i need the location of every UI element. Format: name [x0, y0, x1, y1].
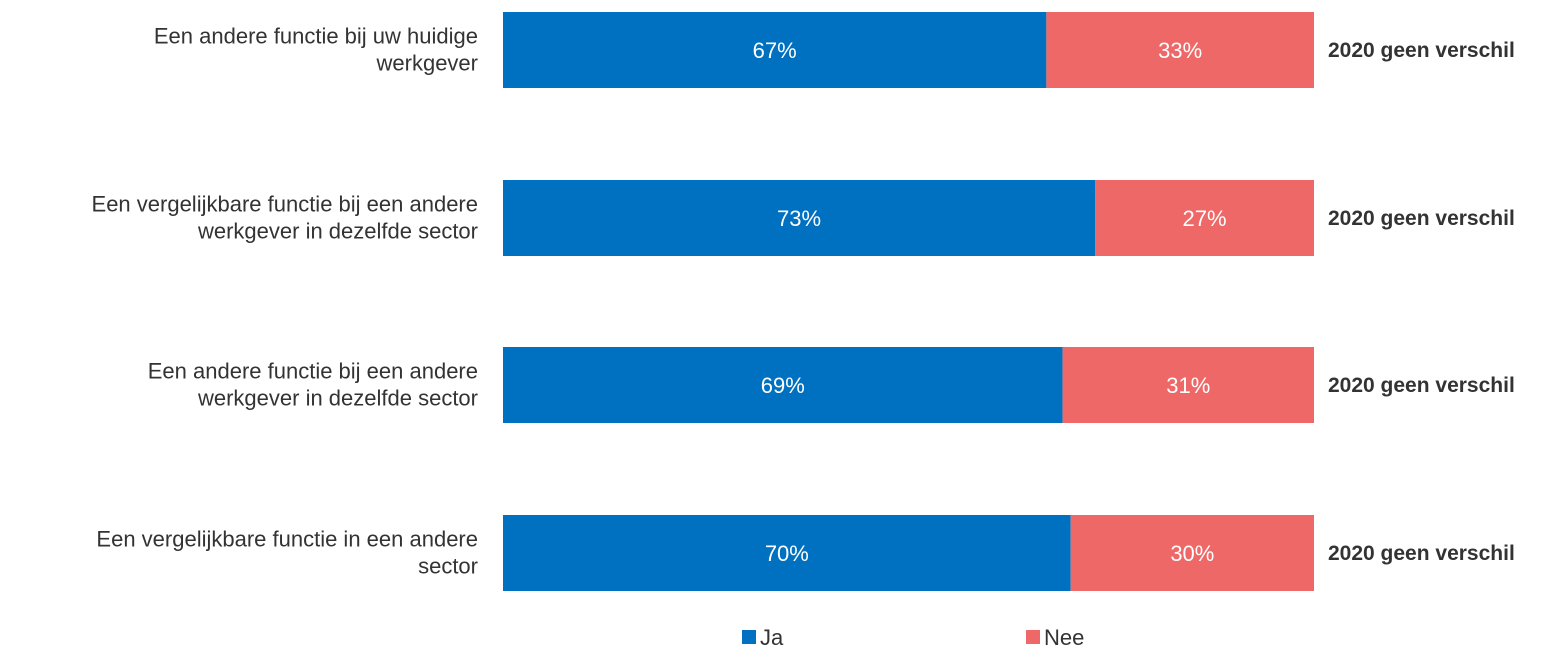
bar-segment-ja — [503, 515, 1071, 591]
bar-segment-ja — [503, 12, 1047, 88]
bar-segment-nee — [1070, 515, 1314, 591]
category-label-line: Een andere functie bij uw huidige — [154, 24, 478, 49]
annotations: 2020 geen verschil 2020 geen verschil 2020… — [1328, 39, 1515, 565]
category-labels: Een andere functie bij uw huidige werkgev… — [92, 24, 478, 579]
bar-segment-nee — [1095, 180, 1314, 256]
data-label: 33% — [1158, 38, 1202, 63]
category-label: Een andere functie bij een andere werkgev… — [148, 359, 478, 411]
category-label-line: werkgever in dezelfde sector — [197, 386, 478, 411]
category-label-line: sector — [418, 554, 478, 579]
annotation-label: 2020 geen verschil — [1328, 542, 1515, 565]
category-label-line: Een vergelijkbare functie in een andere — [96, 527, 478, 552]
legend: Ja Nee — [742, 625, 1084, 650]
bar-segment-ja — [503, 180, 1096, 256]
category-label-line: Een vergelijkbare functie bij een andere — [92, 192, 478, 217]
data-label: 67% — [753, 38, 797, 63]
category-label: Een vergelijkbare functie bij een andere… — [92, 192, 478, 244]
legend-swatch-ja — [742, 630, 756, 644]
bar-segment-nee — [1062, 347, 1314, 423]
bar-segment-nee — [1046, 12, 1314, 88]
data-label: 31% — [1166, 373, 1210, 398]
data-label: 27% — [1182, 206, 1226, 231]
category-label-line: werkgever — [376, 51, 478, 76]
annotation-label: 2020 geen verschil — [1328, 207, 1515, 230]
data-label: 73% — [777, 206, 821, 231]
category-label: Een vergelijkbare functie in een andere s… — [96, 527, 478, 579]
data-label: 30% — [1170, 541, 1214, 566]
data-label: 70% — [765, 541, 809, 566]
category-label-line: werkgever in dezelfde sector — [197, 219, 478, 244]
data-labels: 67% 33% 73% 27% 69% 31% 70% 30% — [753, 38, 1227, 566]
legend-swatch-nee — [1026, 630, 1040, 644]
legend-label-nee: Nee — [1044, 625, 1084, 650]
data-label: 69% — [761, 373, 805, 398]
bar-segment-ja — [503, 347, 1063, 423]
category-label: Een andere functie bij uw huidige werkgev… — [154, 24, 478, 76]
category-label-line: Een andere functie bij een andere — [148, 359, 478, 384]
annotation-label: 2020 geen verschil — [1328, 374, 1515, 397]
annotation-label: 2020 geen verschil — [1328, 39, 1515, 62]
bar-segments — [503, 12, 1314, 591]
legend-label-ja: Ja — [760, 625, 784, 650]
